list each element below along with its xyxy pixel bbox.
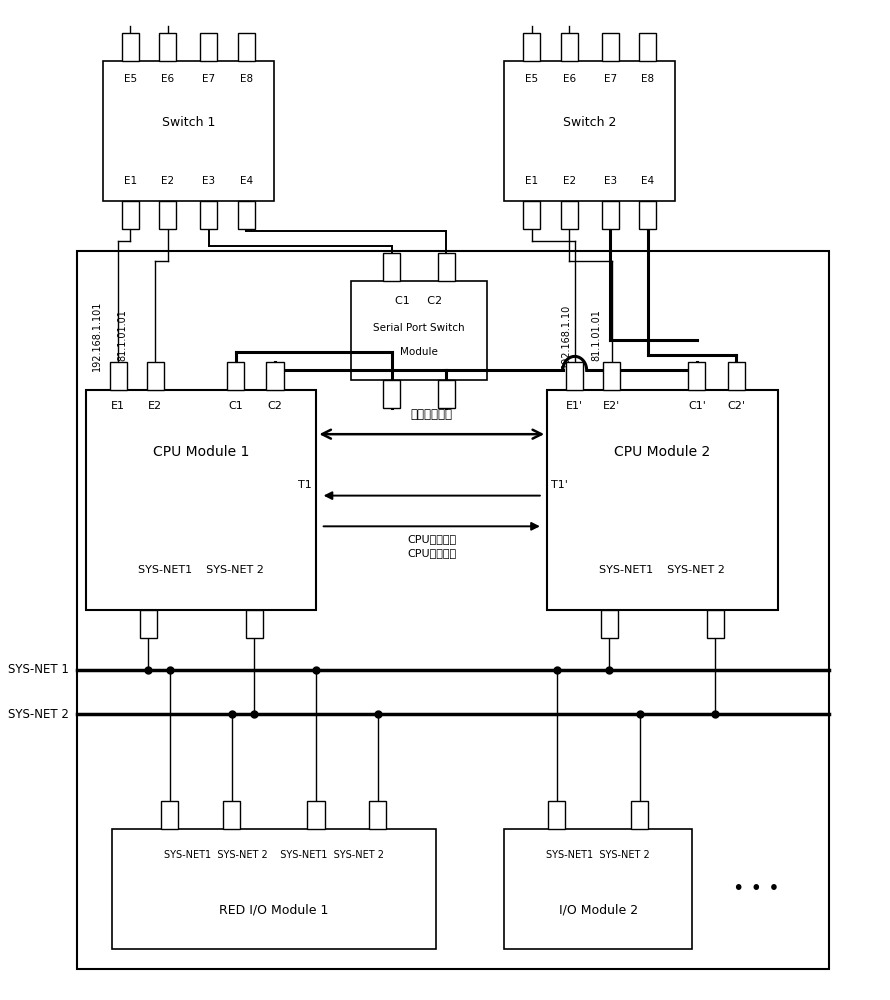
Text: E2: E2 <box>562 176 576 186</box>
Text: Switch 1: Switch 1 <box>162 116 215 129</box>
Bar <box>159 33 176 61</box>
Bar <box>351 281 487 380</box>
Text: SYS-NET 1: SYS-NET 1 <box>8 663 69 676</box>
Text: CPU心跳信号: CPU心跳信号 <box>408 534 457 544</box>
Bar <box>140 610 157 638</box>
Text: E5: E5 <box>525 74 538 84</box>
Text: E8: E8 <box>240 74 253 84</box>
Text: E4: E4 <box>240 176 253 186</box>
Text: E7: E7 <box>202 74 215 84</box>
Text: 81.1.01.01: 81.1.01.01 <box>117 310 127 361</box>
Bar <box>200 201 217 229</box>
Bar <box>523 33 540 61</box>
Text: E3: E3 <box>603 176 617 186</box>
Bar <box>561 201 578 229</box>
Text: T1: T1 <box>298 480 312 490</box>
Text: 81.1.01.01: 81.1.01.01 <box>591 310 601 361</box>
Text: 冗余数据同步: 冗余数据同步 <box>411 408 453 421</box>
Text: E2': E2' <box>603 401 620 411</box>
Text: E7: E7 <box>603 74 617 84</box>
Bar <box>438 253 455 281</box>
Text: E6: E6 <box>562 74 576 84</box>
Text: T1': T1' <box>551 480 568 490</box>
Text: E1: E1 <box>111 401 125 411</box>
Text: 192.168.1.10: 192.168.1.10 <box>562 303 571 368</box>
Bar <box>505 61 676 201</box>
Text: E1': E1' <box>566 401 583 411</box>
Bar <box>727 362 745 390</box>
Bar <box>223 801 240 829</box>
Bar <box>688 362 706 390</box>
Text: E1: E1 <box>124 176 137 186</box>
Bar <box>147 362 164 390</box>
Text: E6: E6 <box>161 74 174 84</box>
Bar <box>639 33 656 61</box>
Bar <box>547 390 778 610</box>
Bar <box>603 362 620 390</box>
Text: C1: C1 <box>229 401 243 411</box>
Bar <box>200 33 217 61</box>
Text: Switch 2: Switch 2 <box>563 116 617 129</box>
Bar <box>161 801 179 829</box>
Text: C2': C2' <box>727 401 745 411</box>
Bar <box>307 801 325 829</box>
Bar <box>369 801 386 829</box>
Bar <box>523 201 540 229</box>
Bar <box>601 610 618 638</box>
Text: 192.168.1.101: 192.168.1.101 <box>92 300 101 371</box>
Text: SYS-NET1  SYS-NET 2: SYS-NET1 SYS-NET 2 <box>546 850 651 860</box>
Text: E1: E1 <box>525 176 538 186</box>
Bar <box>238 33 255 61</box>
Bar <box>707 610 724 638</box>
Text: E2: E2 <box>161 176 174 186</box>
Text: SYS-NET1    SYS-NET 2: SYS-NET1 SYS-NET 2 <box>138 565 264 575</box>
Text: SYS-NET1  SYS-NET 2    SYS-NET1  SYS-NET 2: SYS-NET1 SYS-NET 2 SYS-NET1 SYS-NET 2 <box>164 850 384 860</box>
Bar <box>383 380 400 408</box>
Bar <box>109 362 126 390</box>
Text: C1     C2: C1 C2 <box>395 296 442 306</box>
Bar <box>159 201 176 229</box>
Bar <box>77 251 829 969</box>
Bar <box>122 201 139 229</box>
Bar <box>86 390 317 610</box>
Text: CPU Module 2: CPU Module 2 <box>614 445 710 459</box>
Bar <box>561 33 578 61</box>
Bar <box>122 33 139 61</box>
Text: SYS-NET1    SYS-NET 2: SYS-NET1 SYS-NET 2 <box>599 565 725 575</box>
Bar <box>383 253 400 281</box>
Bar <box>631 801 648 829</box>
Text: SYS-NET 2: SYS-NET 2 <box>8 708 69 721</box>
Bar <box>246 610 263 638</box>
Text: E3: E3 <box>202 176 215 186</box>
Text: Serial Port Switch: Serial Port Switch <box>373 323 465 333</box>
Text: E2: E2 <box>148 401 162 411</box>
Text: Module: Module <box>400 347 438 357</box>
Bar <box>548 801 565 829</box>
Bar <box>266 362 284 390</box>
Text: C2: C2 <box>268 401 282 411</box>
Text: C1': C1' <box>688 401 706 411</box>
Text: CPU Module 1: CPU Module 1 <box>153 445 249 459</box>
Text: • • •: • • • <box>733 879 780 898</box>
Bar <box>438 380 455 408</box>
Text: E8: E8 <box>641 74 654 84</box>
Text: CPU状态信号: CPU状态信号 <box>408 548 457 558</box>
Bar <box>602 201 619 229</box>
Bar <box>505 829 692 949</box>
Text: RED I/O Module 1: RED I/O Module 1 <box>219 904 328 917</box>
Bar <box>238 201 255 229</box>
Bar <box>227 362 245 390</box>
Text: E4: E4 <box>641 176 654 186</box>
Text: E5: E5 <box>124 74 137 84</box>
Bar <box>639 201 656 229</box>
Bar <box>566 362 583 390</box>
Text: I/O Module 2: I/O Module 2 <box>559 904 638 917</box>
Bar <box>602 33 619 61</box>
Bar <box>103 61 274 201</box>
Bar <box>111 829 436 949</box>
